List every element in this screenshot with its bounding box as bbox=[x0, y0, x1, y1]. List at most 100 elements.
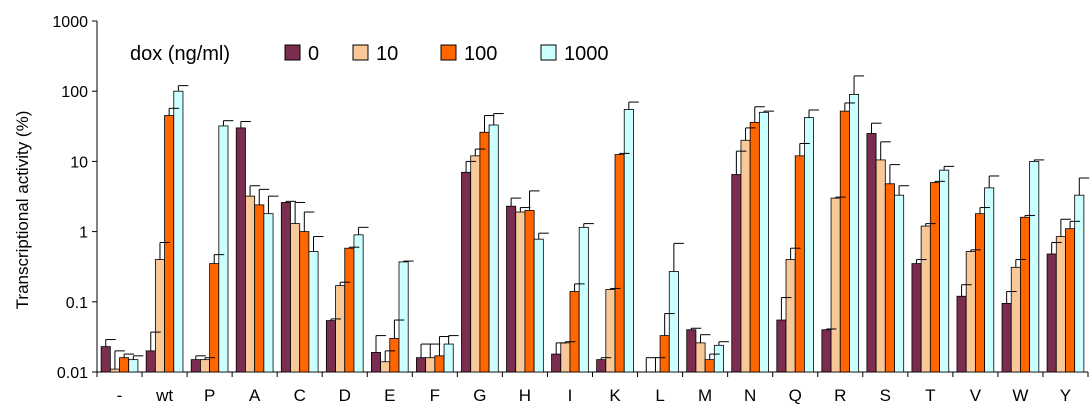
bar bbox=[596, 359, 607, 373]
bar bbox=[1001, 302, 1012, 373]
bar bbox=[461, 171, 472, 373]
bar bbox=[1029, 160, 1040, 373]
bar bbox=[128, 359, 139, 373]
bar bbox=[470, 155, 481, 373]
bar bbox=[839, 110, 850, 373]
y-tick-label: 1 bbox=[79, 225, 88, 242]
bar bbox=[533, 238, 544, 373]
bar bbox=[164, 115, 175, 373]
y-tick-label: 10 bbox=[70, 154, 88, 171]
bar bbox=[218, 125, 229, 373]
legend-swatch bbox=[540, 44, 557, 61]
bar bbox=[704, 359, 715, 373]
legend-label: 1000 bbox=[564, 43, 609, 65]
bar bbox=[821, 329, 832, 373]
x-tick-label: E bbox=[384, 386, 395, 405]
bar bbox=[920, 225, 931, 373]
legend-swatch bbox=[352, 44, 369, 61]
legend: dox (ng/ml) 0 10 100 1000 bbox=[130, 43, 609, 65]
bar bbox=[695, 342, 706, 373]
bar bbox=[200, 359, 211, 373]
bar bbox=[866, 133, 877, 373]
bar bbox=[1046, 253, 1057, 373]
bar bbox=[398, 261, 409, 373]
bar bbox=[875, 159, 886, 373]
bar bbox=[100, 346, 111, 373]
bar bbox=[416, 357, 427, 373]
bar bbox=[506, 205, 517, 373]
x-tick-label: G bbox=[473, 386, 486, 405]
x-tick-label: L bbox=[655, 386, 664, 405]
y-tick-label: 0.01 bbox=[57, 365, 88, 382]
x-tick-label: P bbox=[204, 386, 215, 405]
bar bbox=[524, 210, 535, 373]
bar bbox=[659, 335, 670, 373]
bar bbox=[749, 121, 760, 373]
bar bbox=[804, 117, 815, 373]
bar bbox=[614, 154, 625, 373]
x-tick-label: N bbox=[744, 386, 756, 405]
bar bbox=[830, 197, 841, 373]
bar bbox=[984, 187, 995, 373]
bar bbox=[785, 259, 796, 373]
x-tick-label: A bbox=[249, 386, 261, 405]
bar bbox=[173, 90, 184, 373]
bar bbox=[713, 344, 724, 373]
x-tick-label: H bbox=[519, 386, 531, 405]
bar bbox=[488, 124, 499, 373]
y-tick-label: 1000 bbox=[52, 14, 88, 31]
legend-label: 10 bbox=[376, 43, 398, 65]
bar bbox=[1055, 236, 1066, 373]
bar bbox=[389, 338, 400, 373]
bar bbox=[353, 234, 364, 373]
bar bbox=[190, 359, 201, 373]
x-tick-label: V bbox=[970, 386, 982, 405]
bar bbox=[380, 361, 391, 373]
y-tick-label: 0.1 bbox=[66, 295, 88, 312]
bar bbox=[1010, 266, 1021, 373]
bar bbox=[370, 352, 381, 373]
bar bbox=[911, 263, 922, 373]
bar bbox=[740, 139, 751, 373]
bar bbox=[686, 329, 697, 373]
y-tick-label: 100 bbox=[61, 84, 88, 101]
x-tick-label: M bbox=[698, 386, 712, 405]
error-bars bbox=[105, 75, 1090, 372]
x-tick-label: - bbox=[117, 386, 123, 405]
legend-label: 0 bbox=[308, 43, 319, 65]
x-tick-label: I bbox=[568, 386, 573, 405]
bar bbox=[263, 213, 274, 373]
y-axis-title: Transcriptional activity (%) bbox=[13, 111, 32, 310]
bar bbox=[154, 259, 165, 373]
x-tick-label: W bbox=[1012, 386, 1028, 405]
bar bbox=[974, 213, 985, 373]
bar bbox=[849, 94, 860, 373]
bar bbox=[145, 350, 156, 373]
bar bbox=[425, 357, 436, 373]
legend-label: 100 bbox=[464, 43, 497, 65]
bar bbox=[308, 251, 319, 373]
bar bbox=[290, 223, 301, 373]
bar bbox=[515, 211, 526, 373]
bars bbox=[100, 90, 1085, 373]
bar bbox=[939, 169, 950, 373]
bar bbox=[731, 174, 742, 373]
bar bbox=[254, 204, 265, 373]
bar bbox=[109, 368, 120, 373]
bar bbox=[894, 194, 905, 373]
x-tick-label: wt bbox=[155, 386, 173, 405]
bar bbox=[956, 295, 967, 373]
x-tick-label: Q bbox=[789, 386, 802, 405]
x-tick-label: Y bbox=[1060, 386, 1071, 405]
bar bbox=[929, 182, 940, 373]
bar bbox=[776, 319, 787, 373]
bar bbox=[758, 111, 769, 373]
bar bbox=[235, 127, 246, 373]
bar bbox=[569, 291, 580, 373]
x-tick-label: K bbox=[609, 386, 621, 405]
bar bbox=[280, 202, 291, 373]
legend-swatch bbox=[440, 44, 457, 61]
legend-title: dox (ng/ml) bbox=[130, 43, 230, 65]
y-axis-label: Transcriptional activity (%) bbox=[13, 111, 32, 310]
